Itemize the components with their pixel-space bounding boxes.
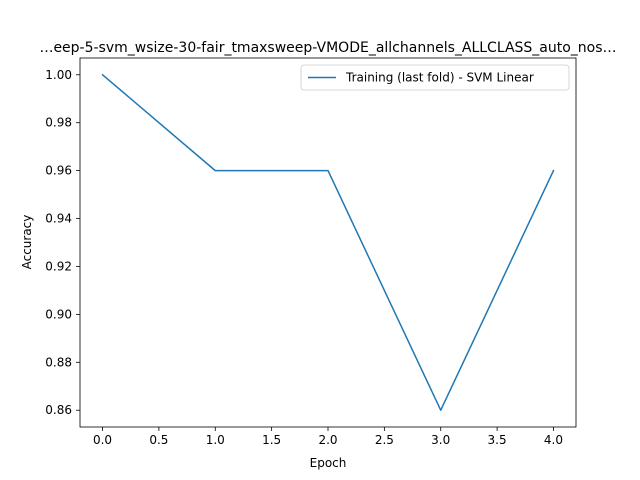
series-line <box>101 73 555 411</box>
plot-area <box>101 73 555 411</box>
y-tick-label: 0.92 <box>45 259 72 273</box>
x-tick-label: 0.5 <box>149 433 168 447</box>
legend-box <box>300 64 570 91</box>
x-tick-label: 1.0 <box>206 433 225 447</box>
y-tick-label: 1.00 <box>45 68 72 82</box>
x-axis-ticks: 0.0 0.5 1.0 1.5 2.0 2.5 3.0 3.5 4.0 <box>93 427 563 447</box>
y-tick-label: 0.94 <box>45 212 72 226</box>
y-axis-ticks: 0.86 0.88 0.90 0.92 0.94 0.96 0.98 1.00 <box>45 68 80 417</box>
y-tick-label: 0.96 <box>45 164 72 178</box>
y-tick-label: 0.88 <box>45 355 72 369</box>
x-tick-label: 1.5 <box>262 433 281 447</box>
y-tick-label: 0.86 <box>45 403 72 417</box>
y-tick-label: 0.90 <box>45 307 72 321</box>
legend: Training (last fold) - SVM Linear <box>300 64 570 91</box>
x-tick-label: 4.0 <box>544 433 563 447</box>
x-tick-label: 3.5 <box>488 433 507 447</box>
x-tick-label: 2.0 <box>318 433 337 447</box>
x-tick-label: 0.0 <box>93 433 112 447</box>
x-axis-label: Epoch <box>310 456 347 470</box>
y-tick-label: 0.98 <box>45 116 72 130</box>
x-tick-label: 3.0 <box>431 433 450 447</box>
legend-entry: Training (last fold) - SVM Linear <box>345 71 534 85</box>
x-tick-label: 2.5 <box>375 433 394 447</box>
y-axis-label: Accuracy <box>20 215 34 270</box>
chart-title: …eep-5-svm_wsize-30-fair_tmaxsweep-VMODE… <box>39 40 616 56</box>
